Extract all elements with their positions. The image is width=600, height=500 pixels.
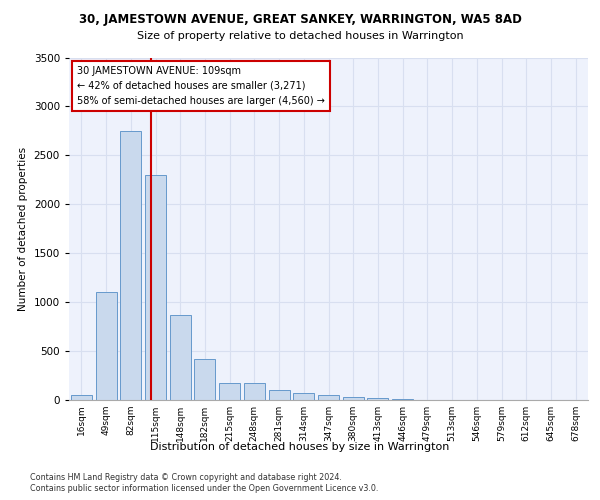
Text: Distribution of detached houses by size in Warrington: Distribution of detached houses by size …: [151, 442, 449, 452]
Bar: [95, 292, 116, 400]
Bar: [194, 359, 215, 400]
Text: 30, JAMESTOWN AVENUE, GREAT SANKEY, WARRINGTON, WA5 8AD: 30, JAMESTOWN AVENUE, GREAT SANKEY, WARR…: [79, 12, 521, 26]
Bar: [343, 397, 364, 400]
Bar: [367, 398, 388, 400]
Bar: [269, 390, 290, 400]
Bar: [392, 399, 413, 400]
Y-axis label: Number of detached properties: Number of detached properties: [18, 146, 28, 311]
Bar: [219, 383, 240, 400]
Bar: [318, 395, 339, 400]
Bar: [293, 392, 314, 400]
Text: Contains public sector information licensed under the Open Government Licence v3: Contains public sector information licen…: [30, 484, 379, 493]
Text: Size of property relative to detached houses in Warrington: Size of property relative to detached ho…: [137, 31, 463, 41]
Bar: [71, 395, 92, 400]
Text: Contains HM Land Registry data © Crown copyright and database right 2024.: Contains HM Land Registry data © Crown c…: [30, 472, 342, 482]
Bar: [120, 131, 141, 400]
Bar: [170, 315, 191, 400]
Bar: [244, 384, 265, 400]
Bar: [145, 175, 166, 400]
Text: 30 JAMESTOWN AVENUE: 109sqm
← 42% of detached houses are smaller (3,271)
58% of : 30 JAMESTOWN AVENUE: 109sqm ← 42% of det…: [77, 66, 325, 106]
